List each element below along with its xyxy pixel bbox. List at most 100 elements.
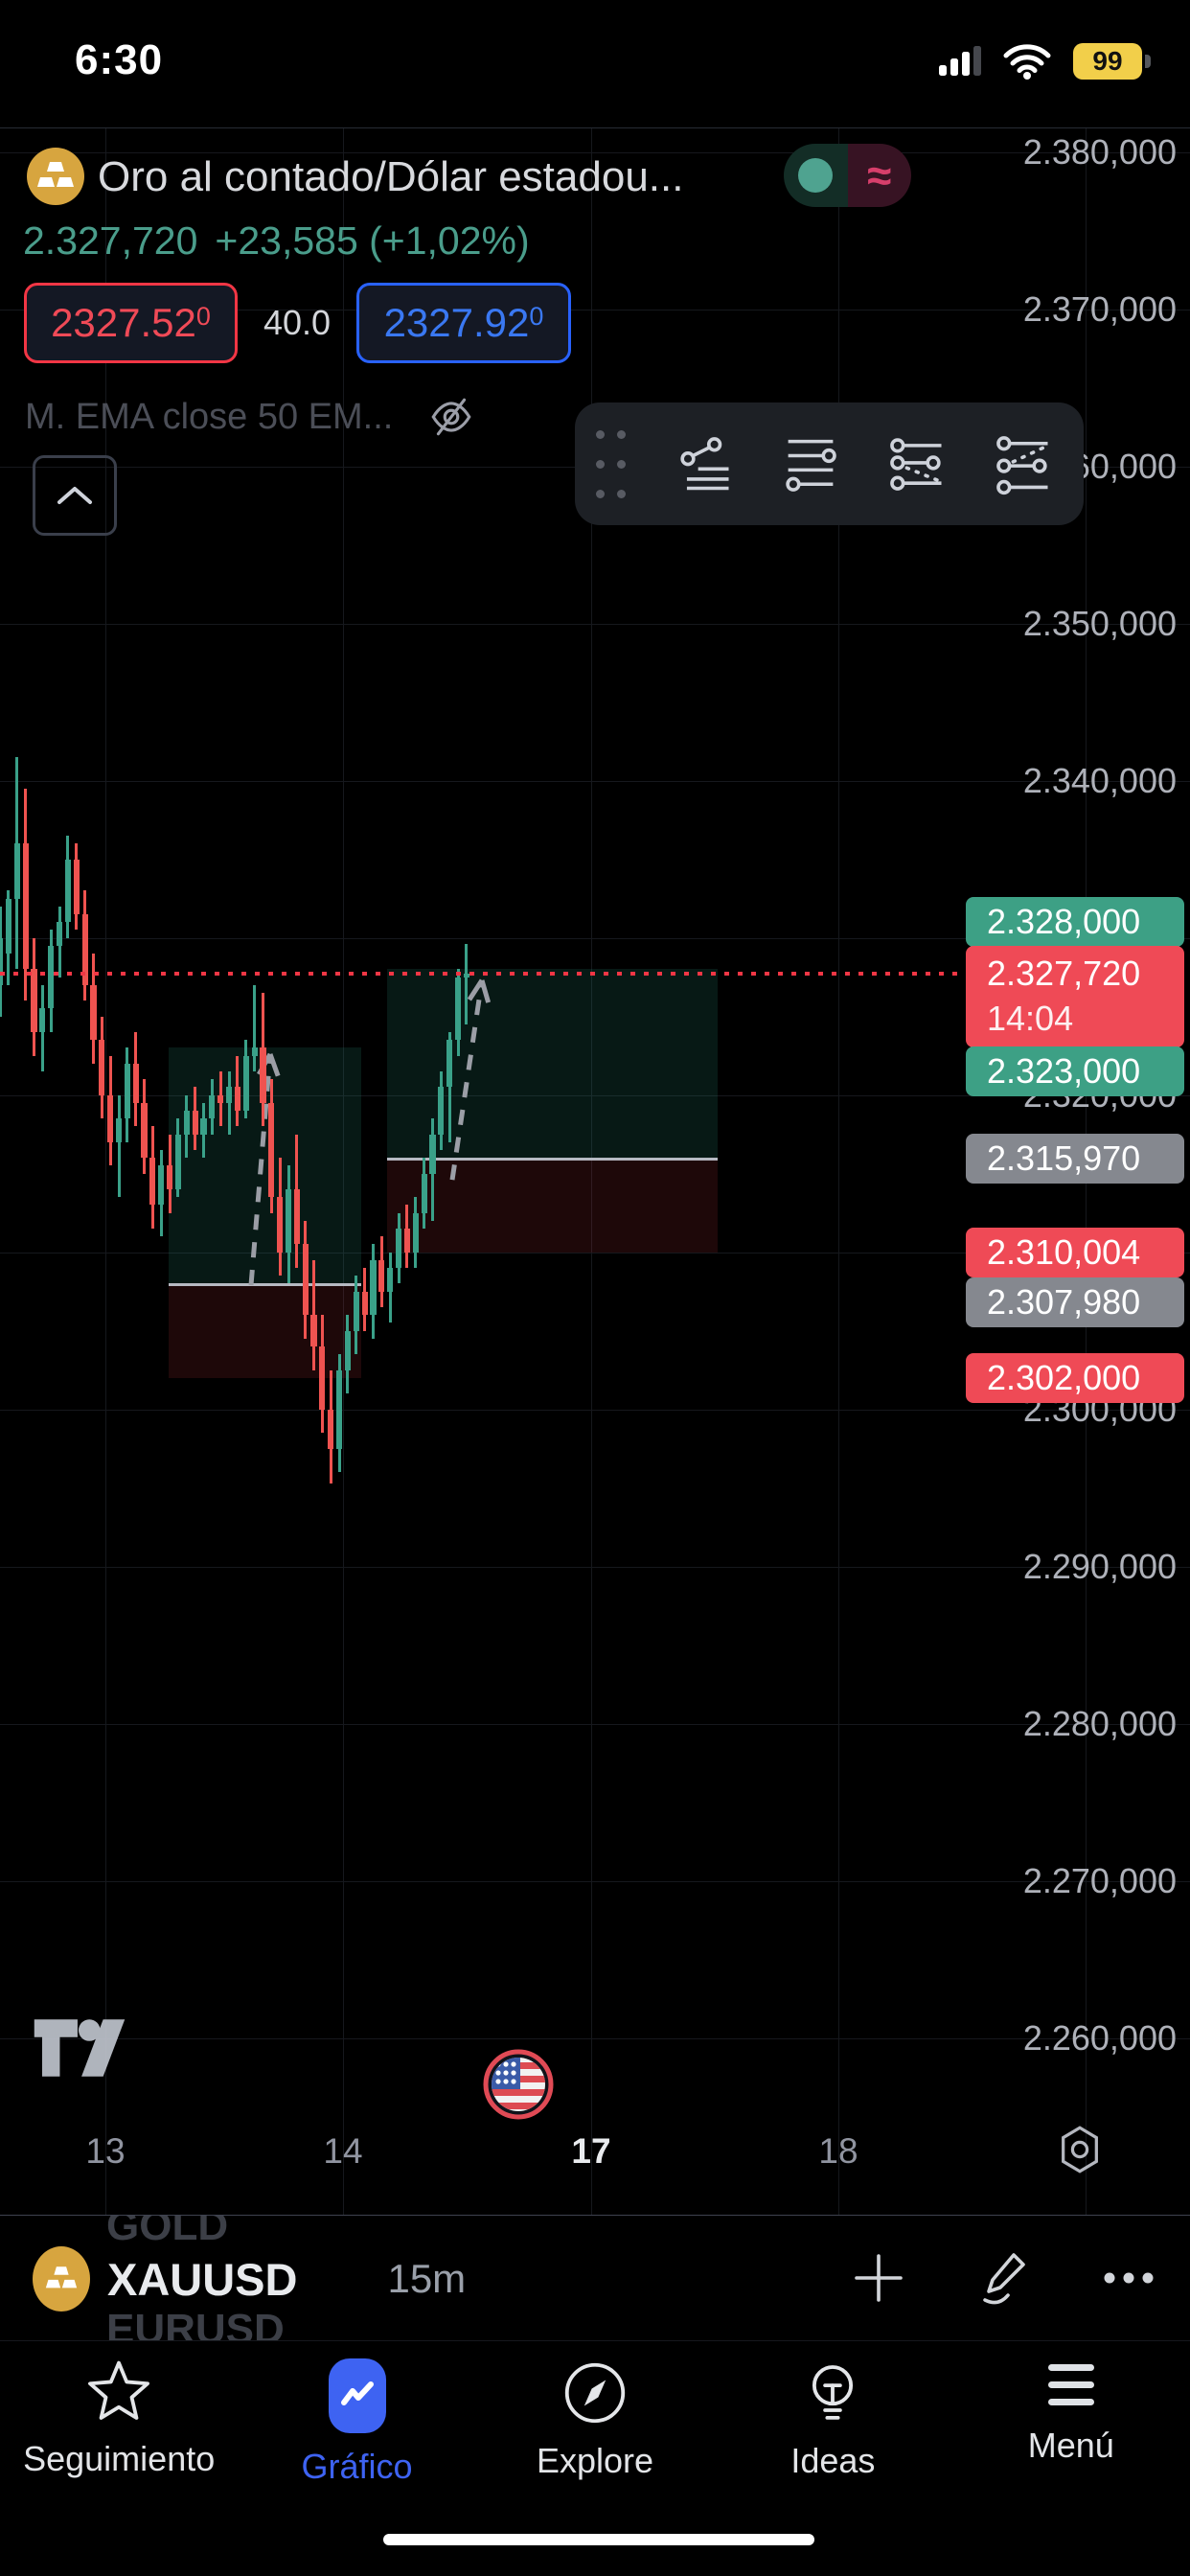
candle[interactable] xyxy=(302,1244,309,1316)
candle[interactable] xyxy=(293,1189,300,1245)
candle[interactable] xyxy=(319,1346,326,1410)
watchlist-next-symbol[interactable]: EURUSD xyxy=(106,2306,285,2340)
trend-line-tool-icon[interactable] xyxy=(652,411,758,517)
y-axis-label: 2.340,000 xyxy=(1022,760,1177,800)
position-entry-line[interactable] xyxy=(169,1282,361,1286)
candle-wick xyxy=(253,984,257,1071)
candle[interactable] xyxy=(22,843,29,970)
position-loss-zone[interactable] xyxy=(387,1158,718,1253)
candle[interactable] xyxy=(149,1158,156,1206)
candle[interactable] xyxy=(167,1165,173,1189)
y-axis-label: 2.260,000 xyxy=(1022,2017,1177,2058)
add-indicator-icon[interactable] xyxy=(851,2250,906,2306)
market-status-toggle[interactable]: ≈ xyxy=(784,144,911,207)
drag-handle-icon[interactable] xyxy=(596,429,627,498)
candle[interactable] xyxy=(403,1229,410,1253)
candle[interactable] xyxy=(370,1259,377,1316)
candle[interactable] xyxy=(277,1197,284,1253)
tab-seguimiento[interactable]: Seguimiento xyxy=(13,2358,224,2479)
candle[interactable] xyxy=(200,1118,207,1135)
signal-icon xyxy=(939,46,981,77)
h-gridline xyxy=(0,780,1190,782)
candle[interactable] xyxy=(73,859,80,914)
position-loss-zone[interactable] xyxy=(169,1283,361,1378)
candle[interactable] xyxy=(361,1291,368,1316)
candle[interactable] xyxy=(328,1409,334,1449)
candle[interactable] xyxy=(378,1259,385,1292)
buy-ask-button[interactable]: 2327.92 0 xyxy=(356,283,571,363)
position-profit-zone[interactable] xyxy=(387,969,718,1159)
candle[interactable] xyxy=(421,1173,427,1213)
projection-line-tool-icon[interactable] xyxy=(970,411,1076,517)
active-symbol[interactable]: XAUUSD xyxy=(107,2253,298,2305)
settings-gear-icon[interactable] xyxy=(1056,2125,1104,2174)
price-chart[interactable]: 2.380,000 2.370,000 2.360,000 2.350,000 2.34… xyxy=(0,127,1190,2217)
home-indicator[interactable] xyxy=(383,2534,814,2545)
candle[interactable] xyxy=(209,1094,216,1119)
tab-grafico[interactable]: Gráfico xyxy=(252,2358,463,2487)
candle[interactable] xyxy=(454,977,462,1041)
candle[interactable] xyxy=(412,1212,419,1253)
candle[interactable] xyxy=(132,1063,139,1103)
candle[interactable] xyxy=(429,1134,436,1174)
position-entry-line[interactable] xyxy=(387,1157,718,1161)
candle[interactable] xyxy=(192,1111,198,1135)
candle[interactable] xyxy=(31,969,37,1032)
candle[interactable] xyxy=(336,1369,343,1449)
horizontal-lines-tool-icon[interactable] xyxy=(758,411,864,517)
candle[interactable] xyxy=(56,922,63,946)
tab-explore[interactable]: Explore xyxy=(490,2358,700,2481)
sell-bid-button[interactable]: 2327.52 0 xyxy=(24,283,238,363)
symbol-picker-panel[interactable]: GOLD XAUUSD 15m EURUSD xyxy=(0,2216,1190,2340)
candle[interactable] xyxy=(90,984,97,1041)
candle[interactable] xyxy=(260,1047,266,1103)
candle[interactable] xyxy=(124,1063,130,1119)
indicator-row[interactable]: M. EMA close 50 EM... xyxy=(25,393,475,441)
line-tools-toolbar[interactable] xyxy=(575,402,1084,525)
candle[interactable] xyxy=(344,1330,352,1370)
cross-line-tool-icon[interactable] xyxy=(864,411,971,517)
active-symbol-row[interactable]: XAUUSD 15m xyxy=(0,2241,1190,2317)
collapse-header-button[interactable] xyxy=(33,455,117,536)
candle[interactable] xyxy=(115,1118,123,1142)
candle[interactable] xyxy=(387,1268,394,1292)
candle[interactable] xyxy=(438,1087,445,1135)
candle[interactable] xyxy=(285,1189,292,1253)
candle[interactable] xyxy=(446,1040,453,1088)
candle[interactable] xyxy=(225,1087,233,1103)
h-gridline xyxy=(0,151,1190,153)
y-axis-label: 2.290,000 xyxy=(1022,1546,1177,1586)
candle[interactable] xyxy=(217,1094,224,1103)
candle[interactable] xyxy=(141,1102,148,1159)
eye-off-icon[interactable] xyxy=(427,393,475,441)
candle[interactable] xyxy=(0,937,4,985)
draw-pen-icon[interactable] xyxy=(973,2247,1035,2309)
candle[interactable] xyxy=(353,1291,359,1331)
candle[interactable] xyxy=(251,1047,258,1056)
market-open-icon xyxy=(784,144,848,207)
candle[interactable] xyxy=(183,1111,190,1135)
candle[interactable] xyxy=(81,914,88,985)
candle[interactable] xyxy=(234,1087,240,1111)
candle[interactable] xyxy=(107,1094,114,1142)
symbol-title[interactable]: Oro al contado/Dólar estadou... xyxy=(98,153,684,200)
candle[interactable] xyxy=(310,1315,317,1346)
x-axis-label: 18 xyxy=(818,2131,858,2171)
candle[interactable] xyxy=(13,843,20,899)
candle[interactable] xyxy=(242,1055,249,1111)
us-flag-icon[interactable] xyxy=(483,2049,554,2120)
more-options-icon[interactable] xyxy=(1102,2270,1156,2286)
tab-ideas[interactable]: Ideas xyxy=(727,2358,938,2481)
candle[interactable] xyxy=(48,945,55,1009)
watchlist-prev-symbol[interactable]: GOLD xyxy=(106,2216,229,2249)
candle[interactable] xyxy=(174,1134,182,1189)
timeframe-selector[interactable]: 15m xyxy=(387,2256,467,2301)
candle[interactable] xyxy=(268,1102,275,1198)
candle[interactable] xyxy=(395,1229,402,1268)
candle[interactable] xyxy=(64,859,71,923)
candle[interactable] xyxy=(39,1008,46,1032)
candle[interactable] xyxy=(99,1040,105,1095)
tab-menu[interactable]: Menú xyxy=(966,2358,1177,2466)
candle[interactable] xyxy=(5,898,12,954)
candle[interactable] xyxy=(158,1165,165,1206)
